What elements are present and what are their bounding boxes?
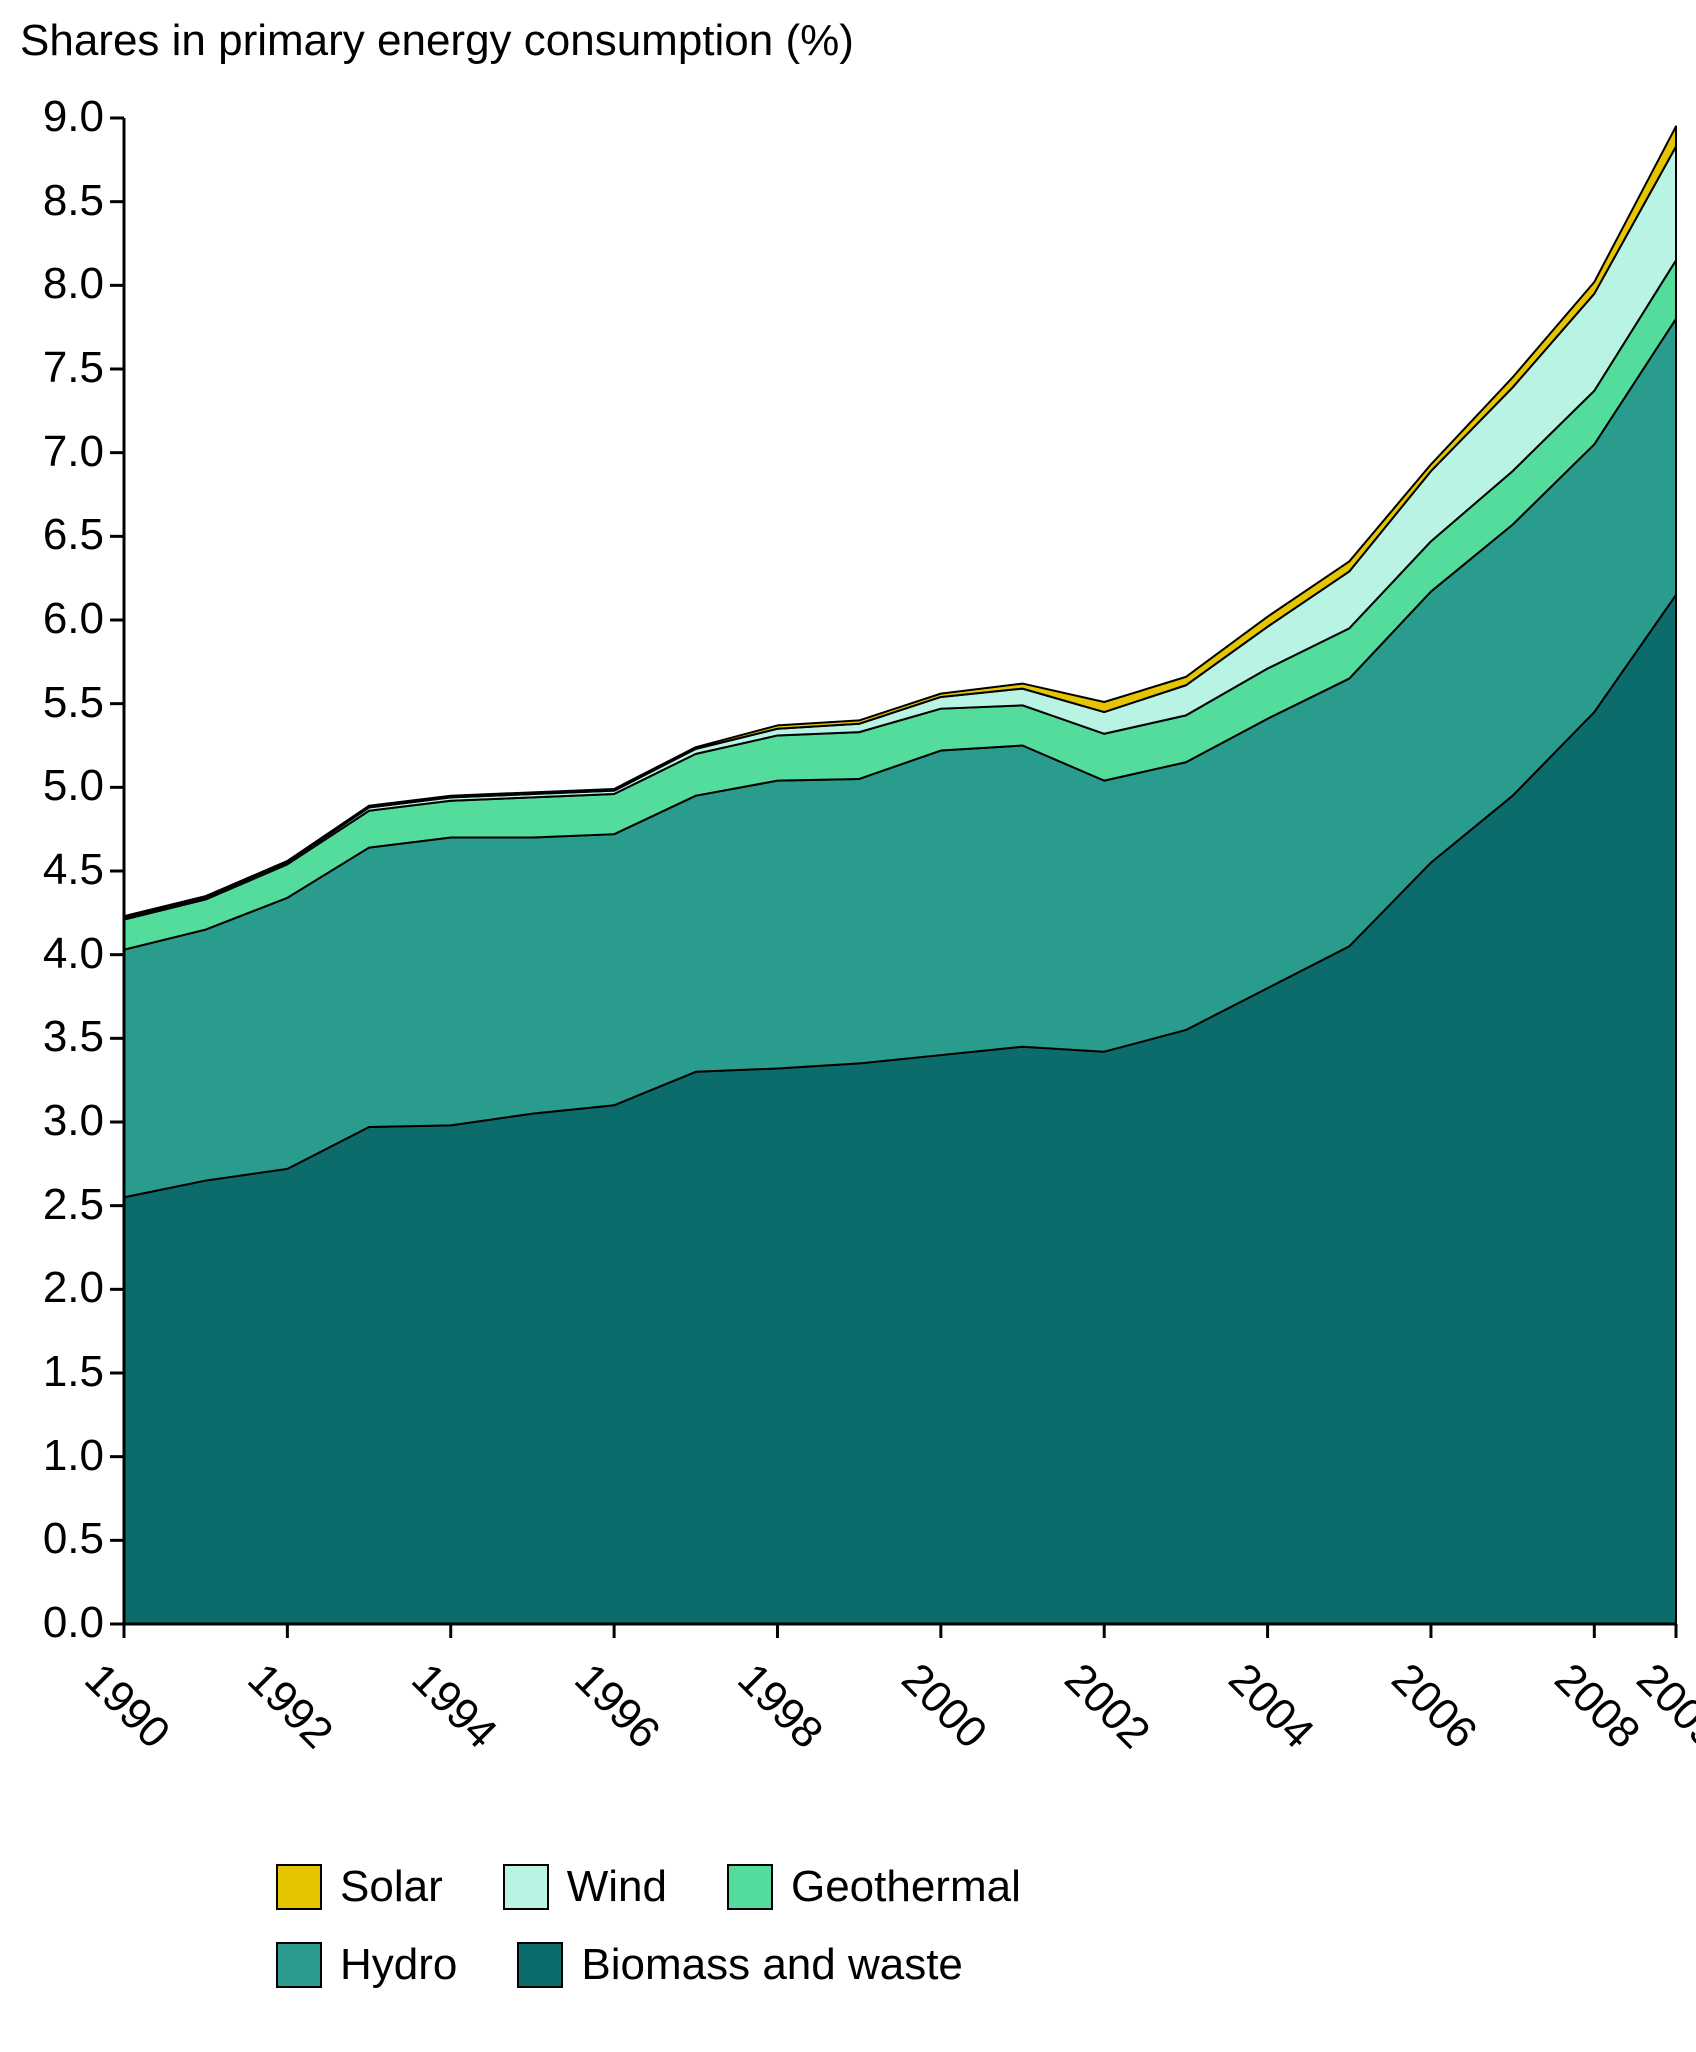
legend-swatch [276, 1864, 322, 1910]
legend-swatch [517, 1942, 563, 1988]
legend-item-biomass-and-waste: Biomass and waste [517, 1940, 963, 1990]
legend-label: Biomass and waste [581, 1940, 963, 1990]
legend-label: Geothermal [791, 1862, 1021, 1912]
chart-page: { "title": "Shares in primary energy con… [0, 0, 1696, 2052]
legend-swatch [503, 1864, 549, 1910]
y-tick-label: 4.5 [14, 845, 104, 895]
legend-item-geothermal: Geothermal [727, 1862, 1021, 1912]
y-tick-label: 8.0 [14, 259, 104, 309]
y-tick-label: 5.0 [14, 761, 104, 811]
y-tick-label: 6.5 [14, 510, 104, 560]
y-tick-label: 7.0 [14, 427, 104, 477]
legend-item-wind: Wind [503, 1862, 667, 1912]
y-tick-label: 5.5 [14, 678, 104, 728]
y-tick-label: 4.0 [14, 929, 104, 979]
y-tick-label: 3.0 [14, 1096, 104, 1146]
y-tick-label: 8.5 [14, 176, 104, 226]
y-tick-label: 2.5 [14, 1180, 104, 1230]
legend-label: Solar [340, 1862, 443, 1912]
y-tick-label: 2.0 [14, 1263, 104, 1313]
legend-item-solar: Solar [276, 1862, 443, 1912]
legend-swatch [276, 1942, 322, 1988]
legend-swatch [727, 1864, 773, 1910]
y-tick-label: 3.5 [14, 1012, 104, 1062]
y-tick-label: 0.5 [14, 1514, 104, 1564]
legend-label: Hydro [340, 1940, 457, 1990]
legend-item-hydro: Hydro [276, 1940, 457, 1990]
legend-label: Wind [567, 1862, 667, 1912]
y-tick-label: 0.0 [14, 1598, 104, 1648]
y-tick-label: 1.5 [14, 1347, 104, 1397]
y-tick-label: 7.5 [14, 343, 104, 393]
y-tick-label: 1.0 [14, 1431, 104, 1481]
area-chart [0, 0, 1696, 1700]
y-tick-label: 9.0 [14, 92, 104, 142]
y-tick-label: 6.0 [14, 594, 104, 644]
chart-legend: Solar Wind Geothermal Hydro Biomass and wast… [276, 1862, 1081, 2018]
